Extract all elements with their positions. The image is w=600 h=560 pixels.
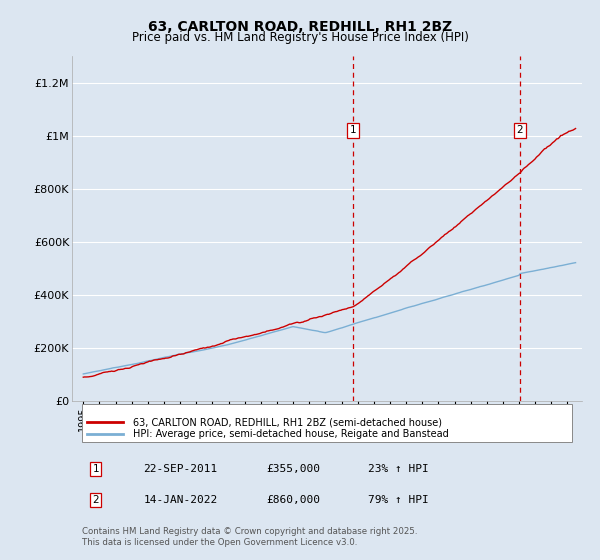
Text: 14-JAN-2022: 14-JAN-2022 (143, 495, 218, 505)
Text: 22-SEP-2011: 22-SEP-2011 (143, 464, 218, 474)
Text: Contains HM Land Registry data © Crown copyright and database right 2025.
This d: Contains HM Land Registry data © Crown c… (82, 528, 418, 547)
Text: HPI: Average price, semi-detached house, Reigate and Banstead: HPI: Average price, semi-detached house,… (133, 429, 449, 439)
Text: 63, CARLTON ROAD, REDHILL, RH1 2BZ: 63, CARLTON ROAD, REDHILL, RH1 2BZ (148, 20, 452, 34)
Text: 2: 2 (92, 495, 99, 505)
Text: £355,000: £355,000 (266, 464, 320, 474)
Text: 79% ↑ HPI: 79% ↑ HPI (368, 495, 428, 505)
Text: £860,000: £860,000 (266, 495, 320, 505)
Text: 1: 1 (350, 125, 356, 136)
Text: 2: 2 (517, 125, 523, 136)
FancyBboxPatch shape (82, 404, 572, 442)
Text: 63, CARLTON ROAD, REDHILL, RH1 2BZ (semi-detached house): 63, CARLTON ROAD, REDHILL, RH1 2BZ (semi… (133, 417, 442, 427)
Text: 23% ↑ HPI: 23% ↑ HPI (368, 464, 428, 474)
Text: Price paid vs. HM Land Registry's House Price Index (HPI): Price paid vs. HM Land Registry's House … (131, 31, 469, 44)
Text: 1: 1 (92, 464, 99, 474)
